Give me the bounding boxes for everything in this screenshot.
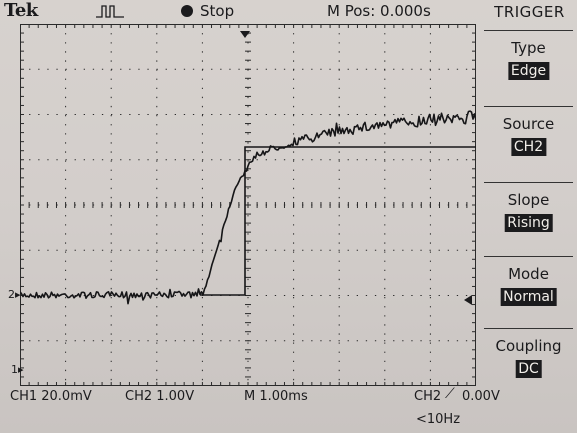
run-status: Stop — [200, 2, 235, 20]
menu-item-label: Type — [511, 39, 546, 57]
ch2-marker-label: 2 — [8, 288, 15, 301]
brand-logo: Tek — [4, 0, 38, 21]
menu-item-type[interactable]: Type Edge — [484, 30, 573, 94]
ch1-scale-readout: CH1 20.0mV — [10, 389, 92, 404]
menu-item-coupling[interactable]: Coupling DC — [484, 328, 573, 392]
ch2-waveform-trace — [20, 110, 476, 305]
ch2-ground-marker: 2▸ — [8, 288, 21, 301]
menu-item-value: Normal — [500, 288, 557, 306]
timebase-readout: M 1.00ms — [244, 389, 308, 404]
trigger-level-readout: 0.00V — [462, 389, 500, 404]
trigger-position-marker — [240, 31, 250, 38]
menu-item-label: Coupling — [495, 337, 562, 355]
menu-item-value: DC — [515, 360, 542, 378]
rising-edge-icon: ⟋ — [445, 386, 455, 402]
menu-item-value: CH2 — [510, 138, 547, 156]
menu-title: TRIGGER — [494, 3, 565, 21]
run-status-icon — [181, 5, 193, 17]
menu-item-label: Slope — [507, 191, 550, 209]
ch1-ground-marker: 1▸ — [11, 363, 24, 376]
ch1-reference-trace — [200, 146, 476, 296]
graticule-grid — [20, 24, 476, 386]
ch1-marker-arrow-icon: ▸ — [18, 363, 24, 376]
ch2-scale-readout: CH2 1.00V — [125, 389, 195, 404]
trigger-source-readout: CH2 — [414, 389, 442, 404]
trigger-menu: TRIGGER Type Edge Source CH2 Slope Risin… — [482, 0, 577, 433]
menu-item-value: Rising — [504, 214, 553, 232]
menu-item-mode[interactable]: Mode Normal — [484, 256, 573, 320]
menu-item-label: Source — [502, 115, 555, 133]
menu-item-label: Mode — [508, 265, 549, 283]
menu-item-slope[interactable]: Slope Rising — [484, 182, 573, 246]
pulse-icon — [96, 5, 124, 18]
ch2-marker-arrow-icon: ▸ — [15, 288, 21, 301]
menu-item-source[interactable]: Source CH2 — [484, 106, 573, 170]
waveform-graticule — [20, 24, 476, 386]
horizontal-position: M Pos: 0.000s — [327, 2, 431, 20]
trigger-level-marker — [464, 295, 472, 305]
ch1-marker-label: 1 — [11, 363, 18, 376]
menu-item-value: Edge — [507, 62, 550, 80]
frequency-readout: <10Hz — [416, 412, 461, 427]
